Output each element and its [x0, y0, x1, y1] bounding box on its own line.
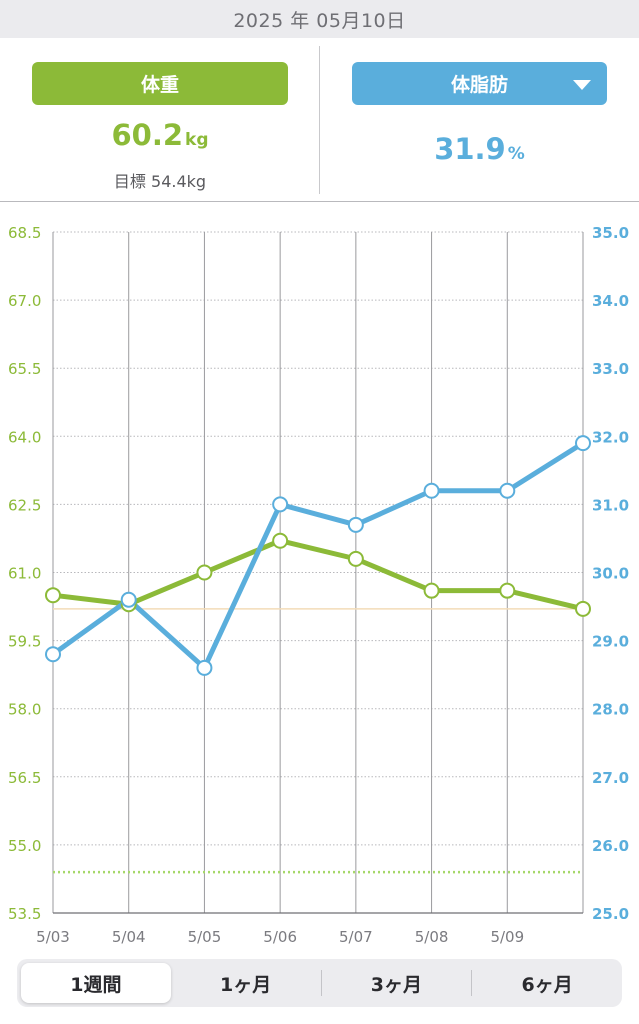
body-fat-unit: % [507, 144, 525, 164]
weight-bodyfat-chart[interactable]: 53.5 55.0 56.5 58.0 59.5 61.0 62.5 64.0 65.5 67.0… [0, 202, 639, 950]
range-tab-bar: 1週間 1ヶ月 3ヶ月 6ヶ月 [17, 959, 622, 1007]
body-fat-data-point [272, 496, 289, 513]
tab-3-months-label: 3ヶ月 [370, 973, 422, 996]
body-fat-data-point [196, 659, 213, 676]
y-left-tick-label: 56.5 [8, 769, 41, 787]
y-right-tick-label: 29.0 [592, 633, 629, 651]
date-header: 2025 年 05月10日 [0, 0, 639, 38]
body-fat-metric-dropdown[interactable]: 体脂肪 [352, 62, 607, 105]
weight-data-point [347, 550, 364, 567]
y-right-tick-label: 28.0 [592, 701, 629, 719]
y-right-tick-label: 32.0 [592, 428, 629, 446]
stats-divider [319, 46, 320, 194]
y-right-tick-label: 34.0 [592, 292, 629, 310]
y-left-tick-label: 58.0 [8, 701, 41, 719]
y-left-tick-label: 55.0 [8, 837, 41, 855]
y-right-tick-label: 30.0 [592, 565, 629, 583]
body-fat-data-point [575, 435, 591, 452]
tab-3-months[interactable]: 3ヶ月 [322, 963, 472, 1003]
weight-data-point [45, 587, 61, 604]
body-fat-value: 31.9 % [352, 132, 607, 166]
chart-canvas: 53.5 55.0 56.5 58.0 59.5 61.0 62.5 64.0 65.5 67.0… [8, 224, 629, 946]
body-fat-label: 体脂肪 [450, 74, 508, 96]
x-tick-label: 5/04 [112, 928, 146, 946]
tab-1-week[interactable]: 1週間 [21, 963, 171, 1003]
y-right-tick-label: 33.0 [592, 360, 629, 378]
y-right-tick-label: 35.0 [592, 224, 629, 242]
tab-separator [471, 970, 473, 996]
y-left-tick-label: 53.5 [8, 905, 41, 923]
weight-data-point [196, 564, 213, 581]
x-tick-label: 5/05 [188, 928, 222, 946]
tab-6-months[interactable]: 6ヶ月 [472, 963, 622, 1003]
body-fat-number: 31.9 [434, 132, 506, 166]
x-tick-label: 5/07 [339, 928, 373, 946]
weight-data-point [272, 532, 289, 549]
tab-1-month-label: 1ヶ月 [220, 973, 272, 996]
body-fat-series-line [50, 440, 586, 671]
body-fat-data-point [423, 482, 440, 499]
y-left-tick-label: 61.0 [8, 565, 41, 583]
y-right-tick-label: 25.0 [592, 905, 629, 923]
tab-separator [320, 970, 322, 996]
body-fat-data-point [120, 591, 137, 608]
y-left-tick-label: 64.0 [8, 428, 41, 446]
body-fat-data-point [347, 516, 364, 533]
y-right-tick-label: 31.0 [592, 496, 629, 514]
x-tick-label: 5/09 [490, 928, 524, 946]
weight-value: 60.2 kg [32, 118, 288, 152]
tab-6-months-label: 6ヶ月 [521, 973, 573, 996]
body-fat-data-point [45, 646, 61, 663]
y-left-tick-label: 62.5 [8, 496, 41, 514]
x-tick-label: 5/08 [415, 928, 449, 946]
y-left-tick-label: 65.5 [8, 360, 41, 378]
weight-number: 60.2 [111, 118, 184, 152]
tab-1-week-label: 1週間 [70, 973, 122, 996]
date-label: 2025 年 05月10日 [233, 9, 406, 32]
weight-metric-button[interactable]: 体重 [32, 62, 288, 105]
weight-series-line [50, 538, 586, 612]
stats-panel: 体重 60.2 kg 目標 54.4kg 体脂肪 31.9 % [0, 38, 639, 202]
x-tick-label: 5/03 [36, 928, 70, 946]
y-right-tick-label: 26.0 [592, 837, 629, 855]
weight-data-point [499, 582, 516, 599]
weight-unit: kg [185, 130, 209, 150]
weight-goal: 目標 54.4kg [113, 172, 207, 191]
stats-bottom-divider [0, 201, 639, 202]
y-left-tick-label: 67.0 [8, 292, 41, 310]
y-left-tick-label: 68.5 [8, 224, 41, 242]
y-left-tick-label: 59.5 [8, 633, 41, 651]
weight-data-point [575, 600, 591, 617]
weight-data-point [423, 582, 440, 599]
x-tick-label: 5/06 [263, 928, 297, 946]
weight-label: 体重 [140, 74, 179, 96]
y-right-tick-label: 27.0 [592, 769, 629, 787]
body-fat-data-point [499, 482, 516, 499]
caret-down-icon [573, 80, 591, 90]
tab-1-month[interactable]: 1ヶ月 [171, 963, 321, 1003]
